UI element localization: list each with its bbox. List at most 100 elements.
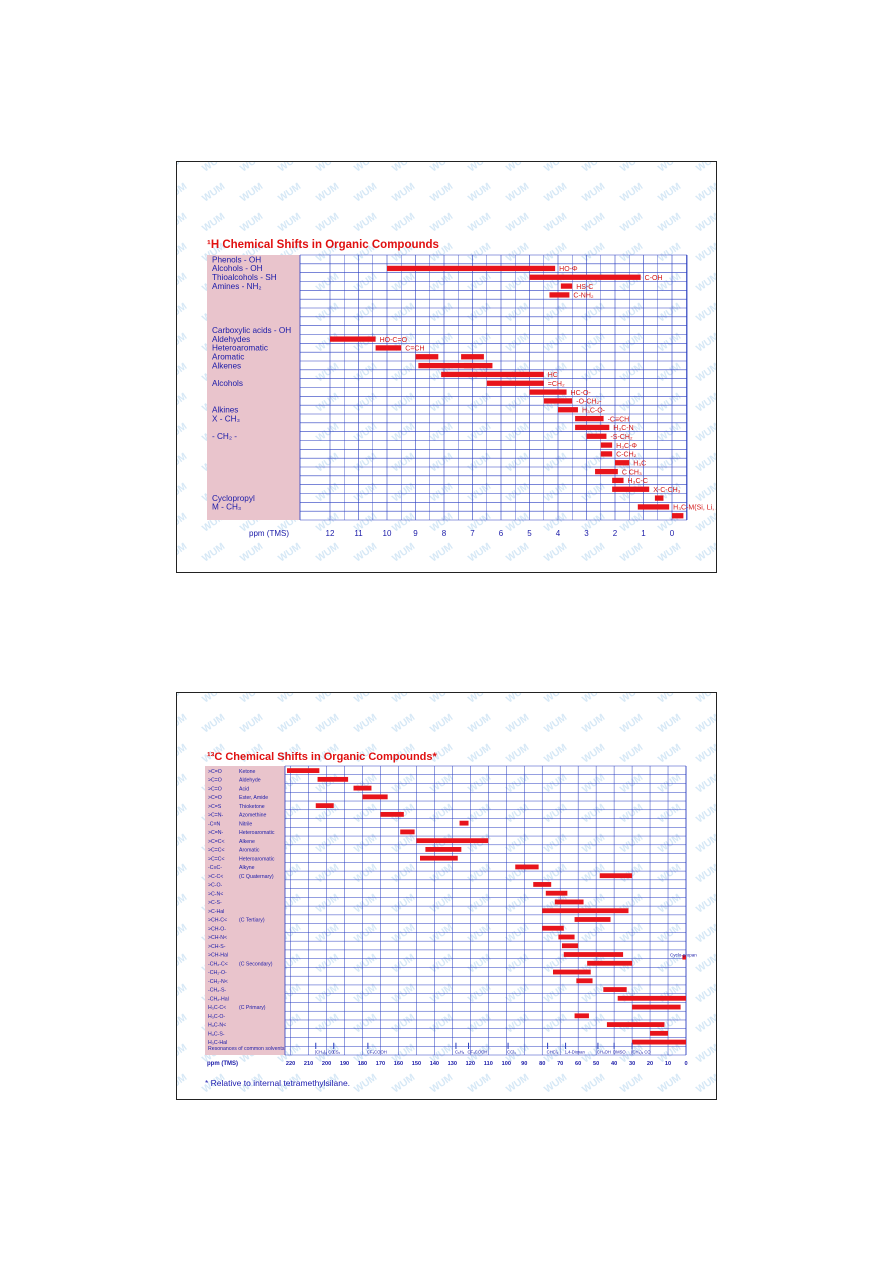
watermark-text: WUM [694,481,716,504]
watermark-text: WUM [177,1072,189,1095]
bar-annotation: H₃C-O- [582,408,606,415]
x-tick-label: 190 [340,1061,349,1067]
watermark-text: WUM [580,693,607,705]
data-bar [600,442,613,448]
watermark-text: WUM [542,862,569,885]
watermark-text: WUM [542,451,569,474]
data-bar [617,995,686,1001]
data-bar [400,829,415,835]
solvent-label: CCl₄ [507,1050,516,1055]
row-label-group: >CH-N< [208,935,227,941]
bar-annotation: -S-CH₂ [610,434,632,441]
watermark-text: WUM [694,952,716,975]
watermark-text: WUM [177,712,189,735]
watermark-text: WUM [580,162,607,174]
x-tick-label: 40 [611,1061,617,1067]
cyclopropane-bar [682,955,686,960]
watermark-text: WUM [352,181,379,204]
watermark-text: WUM [656,241,683,264]
watermark-text: WUM [656,772,683,795]
row-label-name: Alkyne [239,865,255,871]
watermark-text: WUM [542,742,569,765]
row-label: Aromatic [212,353,244,362]
data-bar [615,460,630,466]
watermark-text: WUM [694,421,716,444]
watermark-text: WUM [618,742,645,765]
watermark-text: WUM [542,181,569,204]
bar-annotation: C CH₃ [622,469,642,476]
watermark-text: WUM [177,331,189,354]
watermark-text: WUM [352,421,379,444]
watermark-text: WUM [694,1012,716,1035]
x-tick-label: 200 [322,1061,331,1067]
x-tick-label: 70 [557,1061,563,1067]
watermark-text: WUM [504,1072,531,1095]
bar-annotation: -O-CH₂- [576,399,602,406]
watermark-text: WUM [352,832,379,855]
watermark-text: WUM [428,301,455,324]
data-bar [595,468,618,475]
watermark-text: WUM [276,541,303,564]
watermark-text: WUM [580,742,607,765]
h-nmr-panel: WUM WUM WUM WUM WUM WUM WUM WUM WUM WUM WUM WUM WUM W… [176,161,717,573]
row-label: X - CH₃ [212,414,240,423]
data-bar [529,389,567,395]
watermark-text: WUM [618,802,645,825]
watermark-text: WUM [504,922,531,945]
watermark-text: WUM [694,742,716,765]
row-label-name: Acid [239,786,249,792]
data-bar [603,987,627,992]
row-label-name: Heteroaromatic [239,856,275,862]
watermark-text: WUM [177,541,189,564]
watermark-text: WUM [352,892,379,915]
watermark-text: WUM [314,211,341,234]
watermark-text: WUM [656,301,683,324]
watermark-text: WUM [466,181,493,204]
x-tick-label: 220 [286,1061,295,1067]
data-bar [317,776,349,782]
data-bar [574,917,611,922]
watermark-text: WUM [466,712,493,735]
watermark-text: WUM [656,211,683,234]
bar-annotation: C-NH₂ [573,293,593,300]
data-bar [420,855,458,861]
watermark-text: WUM [618,361,645,384]
c-nmr-title: ¹³C Chemical Shifts in Organic Compounds… [207,751,437,763]
data-bar [632,1039,686,1045]
x-tick-label: 11 [354,529,363,538]
watermark-text: WUM [656,922,683,945]
watermark-text: WUM [580,181,607,204]
solvent-label: CF₃COOH [468,1050,488,1055]
data-bar [612,477,624,484]
data-bar [576,978,593,984]
watermark-text: WUM [466,693,493,705]
watermark-text: WUM [656,693,683,705]
watermark-text: WUM [200,693,227,705]
watermark-text: WUM [314,952,341,975]
watermark-text: WUM [428,271,455,294]
watermark-text: WUM [504,693,531,705]
watermark-text: WUM [580,922,607,945]
watermark-text: WUM [694,181,716,204]
x-tick-label: 90 [521,1061,527,1067]
watermark-text: WUM [390,892,417,915]
watermark-text: WUM [177,892,189,915]
watermark-text: WUM [466,742,493,765]
bar-annotation: H₃C [633,461,646,468]
row-label-group: >C=O [208,778,222,784]
watermark-text: WUM [542,712,569,735]
x-tick-label: 160 [394,1061,403,1067]
data-bar [542,908,629,914]
watermark-text: WUM [580,211,607,234]
watermark-text: WUM [428,922,455,945]
watermark-text: WUM [200,181,227,204]
watermark-text: WUM [542,693,569,705]
row-label-name: Thioketone [239,804,265,810]
solvent-label: CS₂ [333,1050,341,1055]
x-tick-label: 8 [442,529,447,538]
row-label-name: (C Primary) [239,1005,266,1011]
row-label-group: >C=N- [208,813,224,819]
bar-annotation: C-OH [645,275,663,282]
watermark-text: WUM [177,421,189,444]
watermark-text: WUM [200,211,227,234]
